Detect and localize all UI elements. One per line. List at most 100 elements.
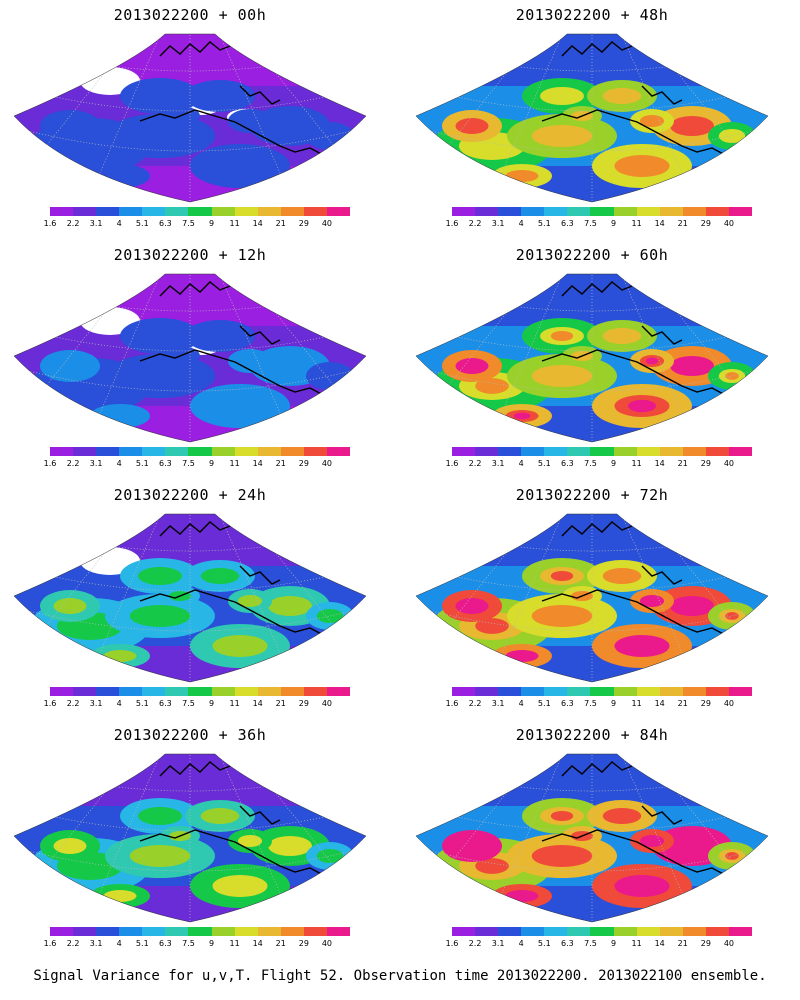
colorbar-cell [659,687,683,696]
variance-peak [725,372,739,380]
panel-title: 2013022200 + 72h [515,486,669,504]
colorbar-cell [705,447,729,456]
colorbar-cell [705,687,729,696]
variance-core [602,328,642,344]
colorbar-label: 11 [631,939,642,948]
colorbar-cell [73,927,97,936]
variance-peak [628,639,656,653]
colorbar-cell [613,447,637,456]
colorbar-label: 29 [298,459,309,468]
colorbar-label: 4 [116,219,122,228]
colorbar-label: 5.1 [537,699,551,708]
colorbar-cell [303,687,327,696]
colorbar-label: 40 [321,699,333,708]
colorbar-cell [303,927,327,936]
coastline [541,41,748,157]
colorbar-cell [636,447,660,456]
coastline [139,281,346,397]
colorbar-label: 11 [229,699,240,708]
map-border [13,273,367,443]
colorbar-cell [613,687,637,696]
colorbar: 1.6 2.2 3.1 4 5.1 6.3 7.5 9 11 14 21 29 40 [44,927,351,955]
colorbar-cell [326,927,351,936]
colorbar-label: 29 [700,219,711,228]
colorbar-cell [234,687,258,696]
panel-title: 2013022200 + 84h [515,726,669,744]
colorbar-cell [188,687,212,696]
variance-core [129,845,191,867]
colorbar-cell [705,927,729,936]
variance-core [505,170,539,182]
colorbar-label: 4 [518,939,524,948]
forecast-panel: 2013022200 + 36h 1.6 2.2 3.1 4 5.1 6.3 7.5 9 11 14… [0,724,380,964]
colorbar-cell [498,927,522,936]
variance-core [268,836,312,856]
colorbar-label: 21 [275,459,286,468]
colorbar-cell [96,207,120,216]
variance-peak [628,879,656,893]
colorbar-cell [659,207,683,216]
colorbar-cell [234,447,258,456]
map-border [13,513,367,683]
colorbar-label: 6.3 [159,219,172,228]
colorbar-label: 1.6 [445,699,459,708]
colorbar-label: 4 [518,459,524,468]
variance-core [540,87,584,105]
colorbar-cell [728,207,753,216]
colorbar-label: 5.1 [135,699,149,708]
colorbar-cell [705,207,729,216]
colorbar-label: 7.5 [182,459,195,468]
variance-core [614,155,670,177]
colorbar-label: 5.1 [537,219,551,228]
coastline [541,281,748,397]
panel-title: 2013022200 + 48h [515,6,669,24]
colorbar-label: 3.1 [491,219,505,228]
colorbar-cell [498,687,522,696]
coastline [139,41,346,157]
colorbar: 1.6 2.2 3.1 4 5.1 6.3 7.5 9 11 14 21 29 40 [446,687,753,715]
colorbar-label: 2.2 [66,219,80,228]
colorbar-label: 6.3 [159,699,172,708]
colorbar-cell [119,687,143,696]
variance-peak [645,597,659,605]
variance-core [455,838,489,854]
colorbar-cell [50,207,74,216]
variance-map [412,26,772,204]
variance-blob [40,110,100,142]
colorbar-label: 3.1 [89,939,103,948]
colorbar-cell [452,447,476,456]
forecast-panel: 2013022200 + 48h 1.6 2.2 3.1 4 5.1 6.3 7.5 9 11 14… [402,4,782,244]
colorbar-label: 21 [275,699,286,708]
colorbar-label: 6.3 [159,459,172,468]
colorbar-label: 4 [518,219,524,228]
colorbar-label: 9 [610,939,617,948]
colorbar-cell [682,927,706,936]
colorbar-cell [50,687,74,696]
variance-peak [550,330,574,342]
colorbar-cell [50,927,74,936]
variance-peak [475,378,509,394]
forecast-panel: 2013022200 + 00h 1.6 2.2 3.1 4 5.1 6.3 7.5 9 11 14… [0,4,380,244]
variance-core [316,849,344,863]
colorbar-label: 7.5 [182,219,195,228]
variance-map [412,746,772,924]
colorbar-cell [211,687,235,696]
colorbar-label: 40 [723,459,735,468]
colorbar-cell [475,447,499,456]
variance-core [531,605,593,627]
variance-core [531,125,593,147]
variance-peak [550,810,574,822]
variance-blob [105,354,215,398]
colorbar-label: 40 [321,219,333,228]
colorbar-cell [165,687,189,696]
colorbar-cell [142,927,166,936]
colorbar-label: 1.6 [445,939,459,948]
variance-core [531,845,593,867]
colorbar-cell [303,447,327,456]
colorbar-cell [475,687,499,696]
panel-title: 2013022200 + 60h [515,246,669,264]
colorbar-label: 3.1 [89,459,103,468]
colorbar-cell [636,687,660,696]
colorbar-label: 11 [631,219,642,228]
colorbar-cell [590,927,614,936]
